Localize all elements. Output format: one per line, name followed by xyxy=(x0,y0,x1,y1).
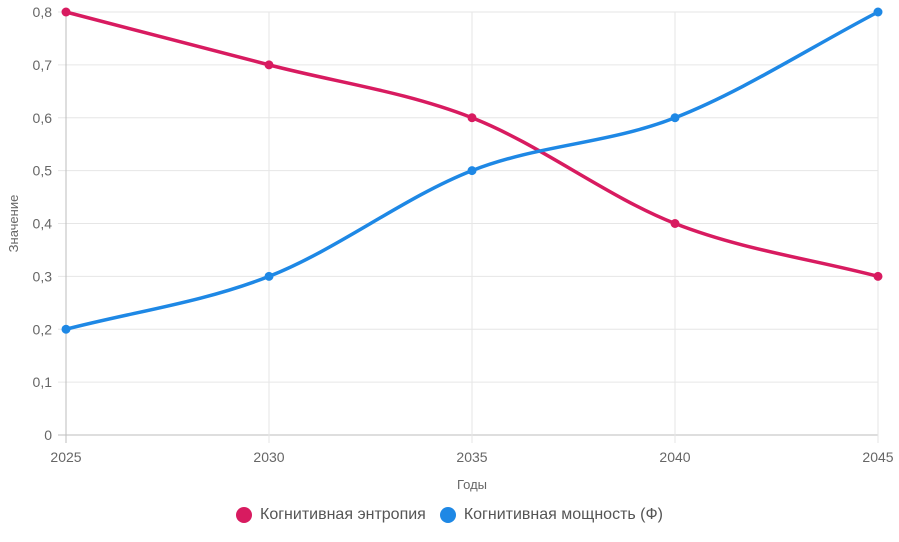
data-point-series-1[interactable] xyxy=(264,271,274,281)
legend-item-power[interactable]: Когнитивная мощность (Ф) xyxy=(439,506,663,524)
y-tick-label: 0,3 xyxy=(33,268,53,284)
legend: Когнитивная энтропия Когнитивная мощност… xyxy=(0,506,899,524)
x-tick-labels: 2025 2030 2035 2040 2045 xyxy=(50,449,893,465)
data-point-series-0[interactable] xyxy=(264,60,274,70)
legend-label-power: Когнитивная мощность (Ф) xyxy=(463,506,663,523)
x-tick-label: 2030 xyxy=(253,449,284,465)
data-point-series-0[interactable] xyxy=(873,271,883,281)
legend-marker-power xyxy=(439,507,456,523)
y-tick-label: 0,5 xyxy=(33,163,53,179)
legend-label-entropy: Когнитивная энтропия xyxy=(260,506,426,523)
legend-item-entropy[interactable]: Когнитивная энтропия xyxy=(236,506,426,524)
x-tick-label: 2025 xyxy=(50,449,81,465)
y-tick-label: 0,4 xyxy=(33,216,53,232)
data-point-series-0[interactable] xyxy=(670,219,680,228)
y-tick-label: 0,1 xyxy=(33,374,53,390)
grid-lines xyxy=(58,11,879,443)
series-points xyxy=(61,7,883,334)
x-tick-label: 2040 xyxy=(659,449,690,465)
x-axis-title: Годы xyxy=(457,477,487,492)
data-point-series-1[interactable] xyxy=(467,166,477,176)
y-tick-label: 0,2 xyxy=(33,321,53,337)
x-tick-label: 2045 xyxy=(862,449,893,465)
y-tick-labels: 0 0,1 0,2 0,3 0,4 0,5 0,6 0,7 0,8 xyxy=(33,4,53,443)
legend-marker-entropy xyxy=(236,507,252,523)
y-tick-label: 0 xyxy=(44,427,52,443)
y-tick-label: 0,6 xyxy=(33,110,53,126)
x-tick-label: 2035 xyxy=(456,449,487,465)
data-point-series-1[interactable] xyxy=(61,324,71,334)
line-chart: 00,10,20,30,40,50,60,70,8 2025 2030 2035 20… xyxy=(6,4,894,492)
data-point-series-1[interactable] xyxy=(670,113,680,123)
y-axis-title: Значение xyxy=(6,195,21,253)
y-tick-label: 0,7 xyxy=(33,57,53,73)
y-tick-label: 0,8 xyxy=(33,4,53,20)
data-point-series-1[interactable] xyxy=(873,7,883,17)
data-point-series-0[interactable] xyxy=(61,7,71,17)
data-point-series-0[interactable] xyxy=(467,113,477,123)
